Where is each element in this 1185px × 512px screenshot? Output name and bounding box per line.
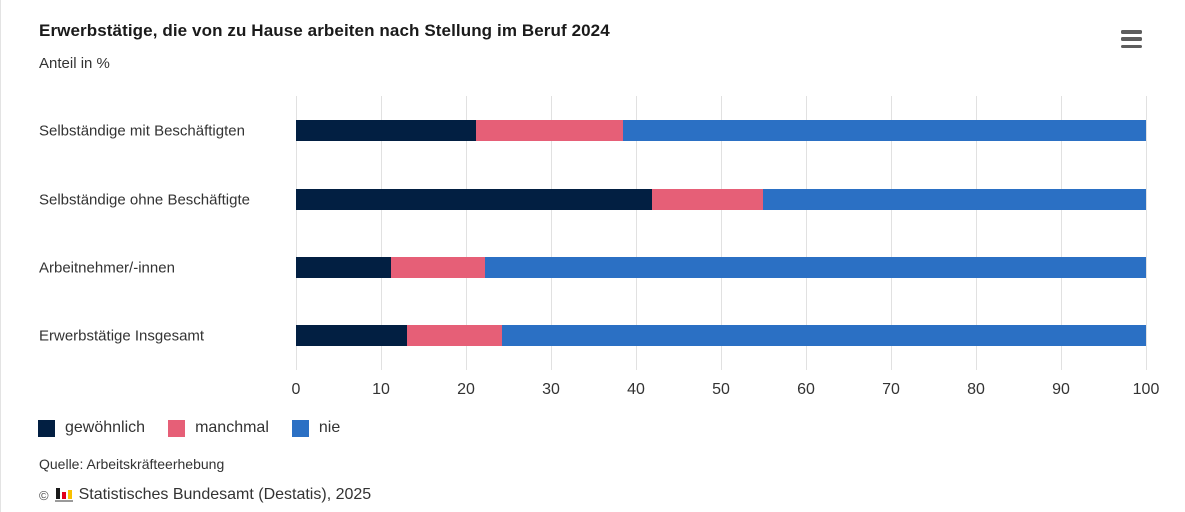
bar-segment-gewoehnlich[interactable]	[296, 189, 653, 210]
x-tick-label: 40	[627, 381, 645, 398]
bar-segment-manchmal[interactable]	[476, 120, 624, 141]
bar-row	[296, 189, 1146, 210]
copyright-symbol: ©	[39, 487, 49, 503]
x-tick-label: 90	[1052, 381, 1070, 398]
source-note: Quelle: Arbeitskräfteerhebung	[39, 456, 225, 472]
gridline	[1146, 96, 1147, 370]
legend-item-nie[interactable]: nie	[291, 419, 341, 437]
x-tick-label: 100	[1132, 381, 1160, 398]
logo-bar	[55, 488, 60, 499]
category-label: Selbständige ohne Beschäftigte	[39, 191, 250, 208]
x-tick-label: 30	[542, 381, 560, 398]
bar-row	[296, 325, 1146, 346]
x-tick-label: 0	[291, 381, 301, 398]
gridline	[976, 96, 977, 370]
plot-area	[296, 96, 1147, 370]
copyright-line: © Statistisches Bundesamt (Destatis), 20…	[39, 486, 371, 504]
bar-row	[296, 257, 1146, 278]
hamburger-icon	[1121, 44, 1142, 48]
bar-segment-gewoehnlich[interactable]	[296, 120, 477, 141]
x-tick-label: 20	[457, 381, 475, 398]
legend-swatch	[38, 419, 55, 437]
logo-bar	[67, 489, 72, 499]
x-tick-label: 80	[967, 381, 985, 398]
gridline	[551, 96, 552, 370]
gridline	[1061, 96, 1062, 370]
bar-segment-nie[interactable]	[623, 120, 1146, 141]
gridline	[721, 96, 722, 370]
bar-segment-manchmal[interactable]	[391, 257, 485, 278]
bar-segment-manchmal[interactable]	[406, 325, 502, 346]
logo-bar	[61, 492, 66, 499]
legend-label: manchmal	[195, 419, 269, 436]
gridline	[636, 96, 637, 370]
category-label: Selbständige mit Beschäftigten	[39, 122, 245, 139]
gridline	[891, 96, 892, 370]
bar-segment-nie[interactable]	[484, 257, 1146, 278]
category-label: Arbeitnehmer/-innen	[39, 259, 175, 276]
x-tick-label: 50	[712, 381, 730, 398]
legend-swatch	[291, 419, 309, 437]
gridline	[806, 96, 807, 370]
gridline	[381, 96, 382, 370]
bar-row	[296, 120, 1146, 141]
bar-segment-manchmal[interactable]	[652, 189, 764, 210]
legend-swatch	[168, 419, 186, 437]
category-label: Erwerbstätige Insgesamt	[39, 327, 205, 344]
legend-item-gewoehnlich[interactable]: gewöhnlich	[38, 419, 145, 437]
destatis-logo-icon	[54, 488, 73, 502]
legend: gewöhnlich manchmal nie	[38, 419, 340, 437]
x-tick-label: 10	[372, 381, 390, 398]
x-tick-label: 60	[797, 381, 815, 398]
hamburger-icon	[1121, 30, 1142, 34]
legend-label: gewöhnlich	[65, 419, 146, 436]
copyright-text: Statistisches Bundesamt (Destatis), 2025	[78, 486, 372, 503]
bar-segment-gewoehnlich[interactable]	[296, 325, 407, 346]
bar-segment-gewoehnlich[interactable]	[296, 257, 392, 278]
legend-item-manchmal[interactable]: manchmal	[168, 419, 269, 437]
x-tick-label: 70	[882, 381, 900, 398]
legend-label: nie	[318, 419, 341, 436]
hamburger-icon	[1121, 37, 1142, 41]
chart-menu-button[interactable]	[1121, 29, 1143, 49]
chart-title: Erwerbstätige, die von zu Hause arbeiten…	[39, 21, 610, 40]
chart-subtitle: Anteil in %	[39, 55, 110, 72]
gridline	[466, 96, 467, 370]
gridline	[296, 96, 297, 370]
bar-segment-nie[interactable]	[763, 189, 1146, 210]
bar-segment-nie[interactable]	[501, 325, 1146, 346]
